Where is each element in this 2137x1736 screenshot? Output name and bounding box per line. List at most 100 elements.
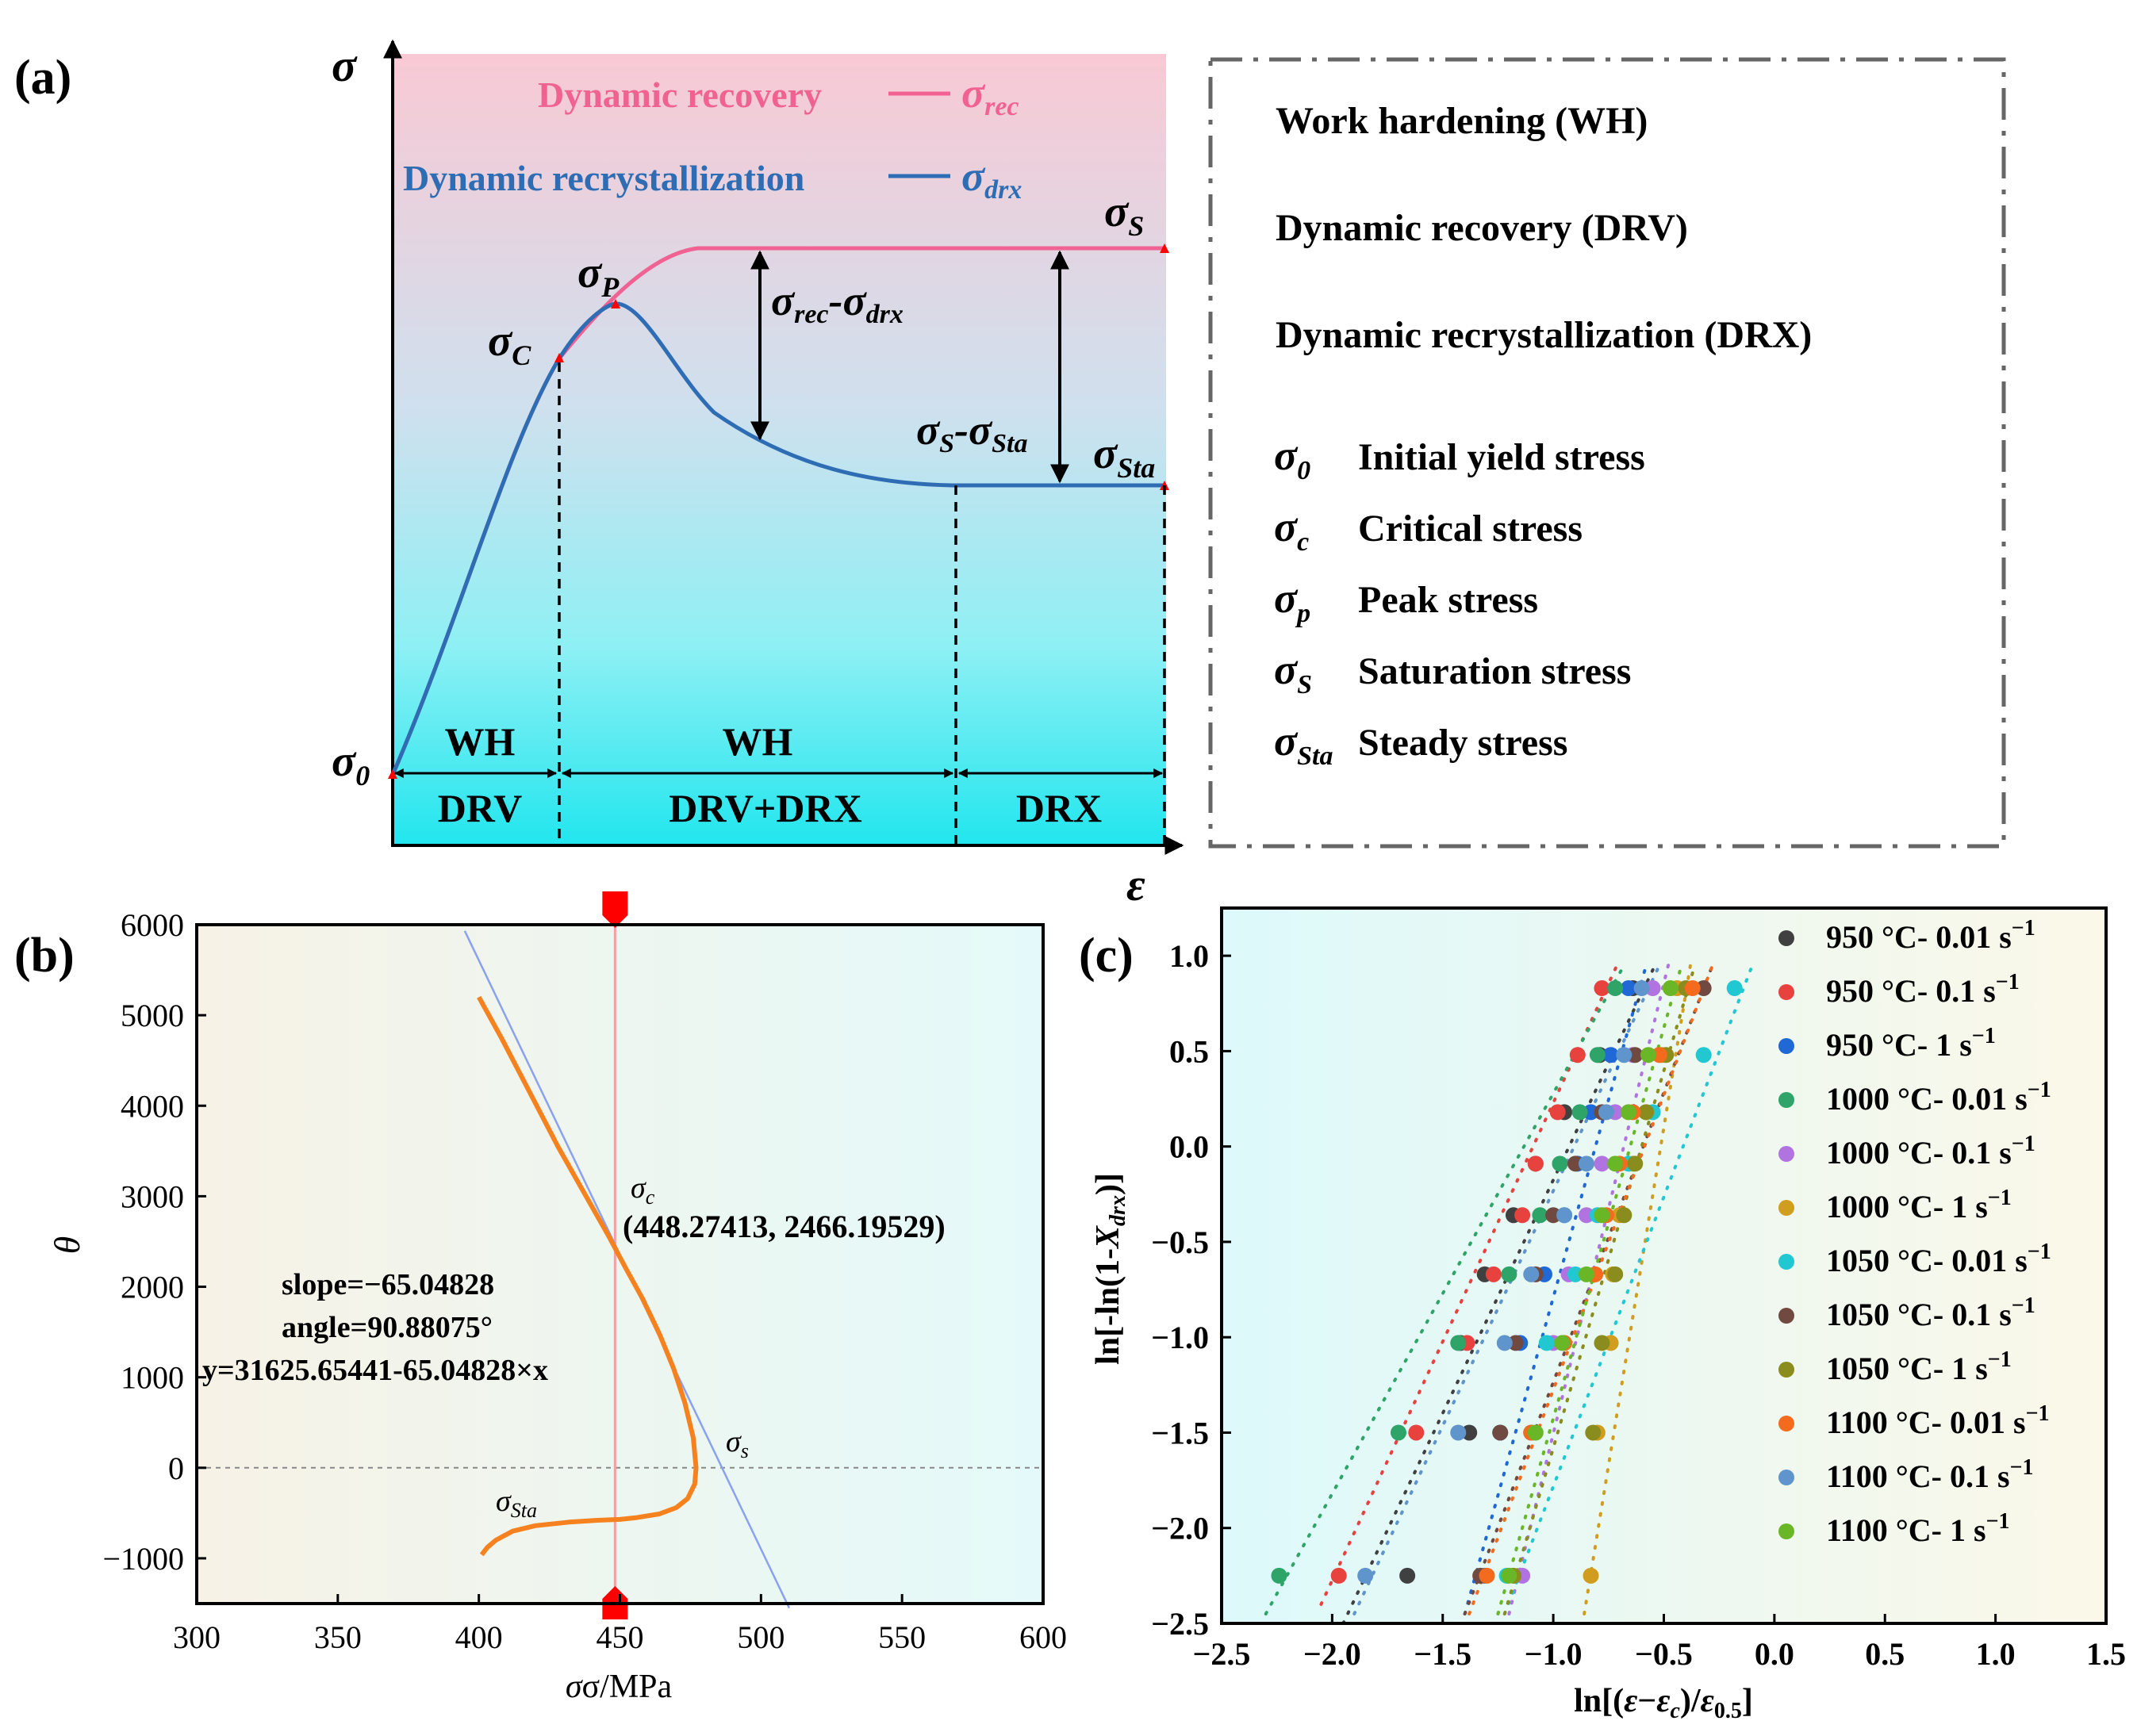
panel-c-legend-label: 1100 °C- 0.1 s−1 (1826, 1455, 2034, 1494)
panel-c-data-point (1538, 1335, 1555, 1351)
legend-box-description: Peak stress (1358, 579, 1538, 621)
panel-b-slope-label: slope=−65.04828 (282, 1268, 494, 1301)
panel-c-data-point (1578, 1266, 1594, 1282)
panel-c-data-point (1726, 980, 1743, 997)
panel-c-x-tick-label: 0.0 (1755, 1636, 1794, 1672)
legend-box-description: Saturation stress (1358, 650, 1631, 692)
panel-b-y-tick-label: 4000 (121, 1088, 184, 1124)
panel-c-legend-marker (1778, 1523, 1794, 1539)
panel-c-data-point (1501, 1266, 1517, 1282)
panel-c-data-point (1616, 1207, 1632, 1224)
legend-box-description: Initial yield stress (1358, 436, 1645, 478)
panel-c-data-point (1607, 1155, 1624, 1172)
panel-c-y-tick-label: −1.5 (1151, 1415, 1209, 1450)
panel-b-y-tick-label: 3000 (121, 1178, 184, 1214)
panel-c-data-point (1695, 980, 1712, 997)
legend-box-item: Work hardening (WH) (1276, 100, 1648, 142)
panel-c-data-point (1567, 1155, 1583, 1172)
panel-c-trend-line (1583, 964, 1692, 1615)
panel-c-y-tick-label: 1.0 (1169, 938, 1209, 974)
marker-sc (554, 353, 564, 362)
panel-c-trend-line (1502, 964, 1754, 1615)
panel-c-data-point (1589, 1047, 1606, 1063)
panel-b-y-tick-label: 1000 (121, 1360, 184, 1396)
panel-c-data-point (1554, 1335, 1571, 1351)
panel-c-trend-line (1352, 964, 1661, 1615)
panel-c-data-point (1527, 1155, 1544, 1172)
panel-c-legend-marker (1778, 1254, 1794, 1270)
label-s-minus-sta: σS-σSta (916, 406, 1027, 458)
panel-a-legend-items: Work hardening (WH) Dynamic recovery (DRV… (1274, 100, 1812, 771)
panel-b-x-tick-label: 300 (173, 1619, 221, 1655)
panel-c-data-point (1391, 1424, 1406, 1441)
panel-c-trend-line (1319, 957, 1621, 1606)
panel-c-data-point (1662, 980, 1679, 997)
panel-c-trend-line (1264, 964, 1626, 1615)
panel-b-x-tick-label: 350 (314, 1619, 362, 1655)
panel-c-data-point (1627, 1047, 1644, 1063)
panel-b-critical-point-label: (448.27413, 2466.19529) (623, 1209, 946, 1244)
panel-c-data-point (1598, 1104, 1615, 1121)
panel-c-legend-label: 1050 °C- 1 s−1 (1826, 1347, 2012, 1386)
panel-c-data-point (1583, 1567, 1599, 1584)
panel-c-data-point (1607, 1266, 1624, 1282)
panel-c-data-point (1620, 980, 1636, 997)
panel-c-frame (1220, 906, 2108, 1625)
panel-b-y-tick-label: 6000 (121, 907, 184, 943)
panel-c-data-point (1594, 1155, 1610, 1172)
panel-b-theta-curve (477, 995, 699, 1557)
panel-c-data-point (1357, 1567, 1374, 1584)
legend-box-symbol: σ0 (1274, 431, 1310, 485)
panel-b-label: (b) (14, 929, 75, 983)
panel-c: (c) −2.5 −2.0 −1.5 −1.0 −0.5 0.0 0.5 1.0 1.5 −2.5… (1079, 906, 2126, 1723)
panel-c-data-point (1633, 980, 1650, 997)
panel-b-y-tick-label: 2000 (121, 1270, 184, 1305)
panel-c-trend-line (1468, 964, 1714, 1615)
marker-ss (1160, 243, 1169, 253)
label-sigma-p: σP (577, 248, 620, 303)
panel-a-x-axis-label: ε (1126, 859, 1145, 910)
panel-c-data-point (1461, 1424, 1478, 1441)
legend-box-item: Dynamic recovery (DRV) (1276, 207, 1688, 249)
panel-b-x-tick-label: 400 (455, 1619, 503, 1655)
panel-b-y-tick-label: −1000 (102, 1541, 184, 1577)
panel-c-data-point (1492, 1424, 1509, 1441)
panel-c-data-point (1408, 1424, 1425, 1441)
marker-sp (611, 299, 620, 308)
panel-b-x-tick-label: 500 (737, 1619, 785, 1655)
panel-c-data-point (1585, 1424, 1602, 1441)
panel-c-data-point (1607, 980, 1624, 997)
panel-c-legend-marker (1778, 1092, 1794, 1108)
panel-c-x-tick-label: −0.5 (1635, 1636, 1693, 1672)
panel-c-data-point (1545, 1207, 1562, 1224)
panel-b-x-tick-label: 600 (1019, 1619, 1067, 1655)
panel-c-data-point (1616, 1047, 1632, 1063)
panel-c-y-tick-label: −2.5 (1151, 1606, 1209, 1642)
panel-c-data-point (1523, 1266, 1540, 1282)
panel-c-y-tick-label: −2.0 (1151, 1511, 1209, 1546)
panel-c-legend-label: 1000 °C- 1 s−1 (1826, 1186, 2012, 1224)
panel-c-trend-line (1341, 964, 1657, 1625)
panel-c-data-point (1549, 1104, 1566, 1121)
panel-c-x-tick-label: −1.0 (1525, 1636, 1583, 1672)
panel-c-data-point (1578, 1207, 1594, 1224)
panel-c-data-point (1583, 1104, 1599, 1121)
panel-c-data-point (1271, 1567, 1287, 1584)
panel-a-y-axis-label: σ (332, 40, 358, 91)
panel-c-data-point (1399, 1567, 1416, 1584)
label-sigma-0: σ0 (332, 737, 370, 791)
panel-c-trend-line (1496, 964, 1683, 1615)
panel-c-data-point (1507, 1335, 1524, 1351)
legend-box-symbol: σp (1274, 574, 1310, 628)
panel-b-x-label: σσ/MPa (566, 1669, 673, 1705)
legend-box-description: Steady stress (1358, 722, 1567, 764)
panel-c-legend-label: 1000 °C- 0.1 s−1 (1826, 1132, 2035, 1171)
panel-c-data-point (1501, 1567, 1517, 1584)
panel-a-legend-box (1208, 57, 2006, 849)
panel-c-data-point (1514, 1207, 1531, 1224)
panel-c-x-tick-label: −2.5 (1193, 1636, 1251, 1672)
panel-c-data-point (1567, 1266, 1583, 1282)
legend-box-item: Dynamic recrystallization (DRX) (1276, 314, 1812, 356)
panel-c-data-point (1644, 980, 1661, 997)
panel-c-data-point (1684, 980, 1701, 997)
